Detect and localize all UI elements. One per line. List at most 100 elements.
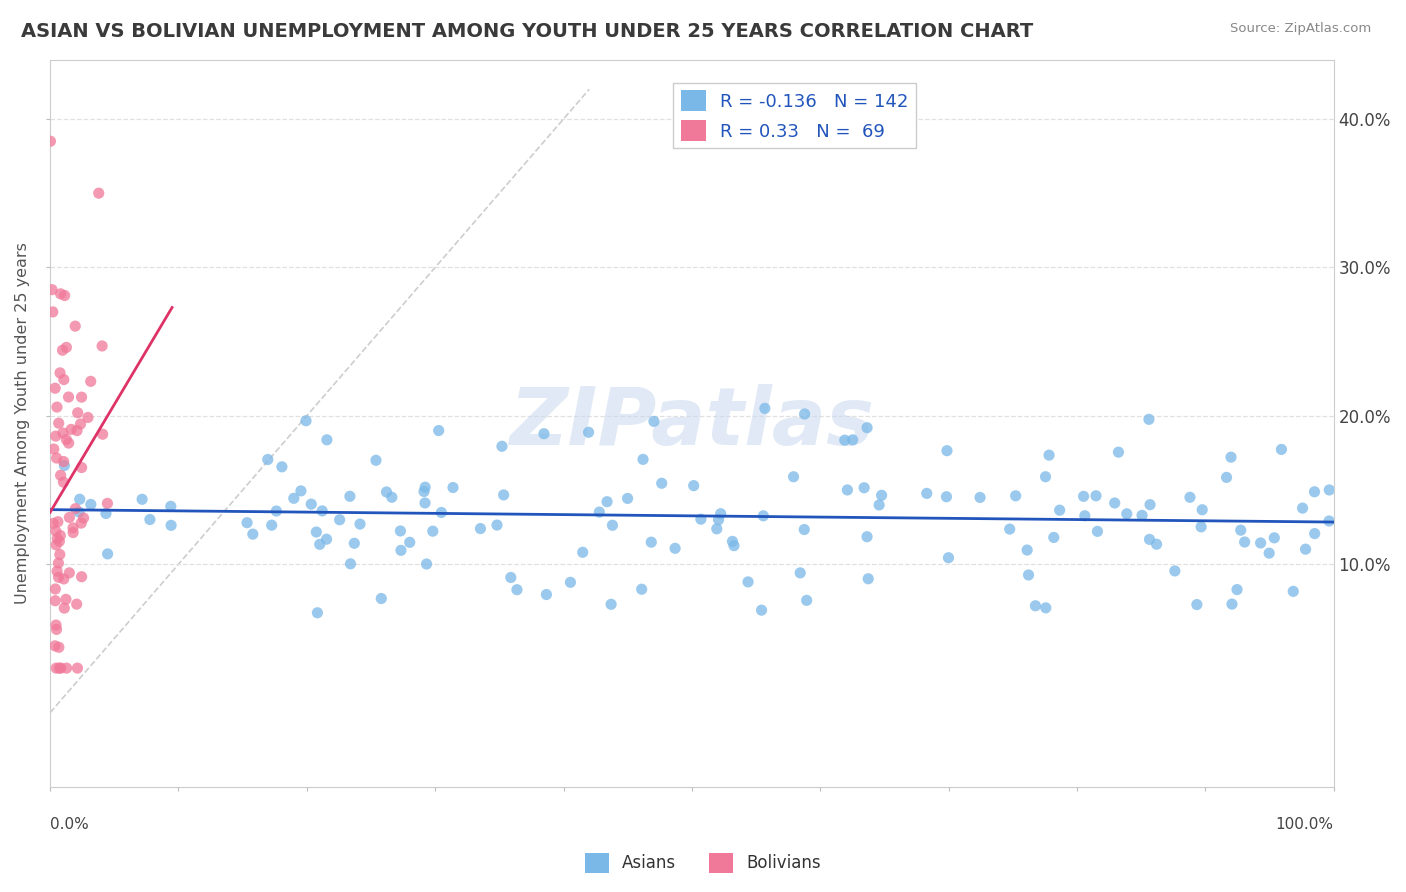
Point xyxy=(1139,533,1161,547)
Point xyxy=(710,507,733,521)
Point xyxy=(46,564,69,578)
Point xyxy=(430,506,453,520)
Point xyxy=(643,414,665,428)
Point xyxy=(858,572,880,586)
Point xyxy=(1137,412,1160,426)
Point xyxy=(370,591,392,606)
Point xyxy=(66,406,89,420)
Point xyxy=(44,593,66,607)
Point xyxy=(1191,502,1213,516)
Point xyxy=(283,491,305,506)
Point xyxy=(1074,508,1097,523)
Text: 100.0%: 100.0% xyxy=(1275,817,1334,832)
Point xyxy=(1017,543,1039,558)
Point xyxy=(707,513,730,527)
Point xyxy=(80,375,103,389)
Point xyxy=(55,340,77,354)
Point xyxy=(1185,598,1208,612)
Point xyxy=(60,422,83,436)
Point xyxy=(1018,568,1040,582)
Point xyxy=(837,483,859,497)
Point xyxy=(96,496,118,510)
Point xyxy=(270,459,292,474)
Point xyxy=(422,524,444,538)
Point xyxy=(53,458,76,473)
Point xyxy=(339,489,361,503)
Point xyxy=(631,452,654,467)
Point xyxy=(1220,597,1243,611)
Point xyxy=(46,515,69,529)
Point xyxy=(45,618,67,632)
Point xyxy=(499,570,522,584)
Point xyxy=(381,490,404,504)
Point xyxy=(415,557,437,571)
Point xyxy=(375,485,398,500)
Point xyxy=(290,483,312,498)
Text: Source: ZipAtlas.com: Source: ZipAtlas.com xyxy=(1230,22,1371,36)
Point xyxy=(63,319,86,334)
Point xyxy=(49,661,72,675)
Point xyxy=(935,490,957,504)
Point xyxy=(1164,564,1187,578)
Point xyxy=(55,592,77,607)
Point xyxy=(793,407,815,421)
Point xyxy=(752,508,775,523)
Point xyxy=(48,416,70,430)
Point xyxy=(42,442,65,456)
Point xyxy=(55,661,77,675)
Point xyxy=(706,522,728,536)
Point xyxy=(1303,526,1326,541)
Point xyxy=(602,518,624,533)
Point xyxy=(1139,498,1161,512)
Point xyxy=(295,414,318,428)
Point xyxy=(630,582,652,597)
Point xyxy=(72,511,94,525)
Point xyxy=(91,427,114,442)
Point xyxy=(796,593,818,607)
Point xyxy=(1115,507,1137,521)
Point xyxy=(485,518,508,533)
Point xyxy=(46,400,69,414)
Point xyxy=(42,516,65,531)
Point xyxy=(536,588,558,602)
Point xyxy=(62,521,84,535)
Point xyxy=(311,504,333,518)
Point xyxy=(1263,531,1285,545)
Y-axis label: Unemployment Among Youth under 25 years: Unemployment Among Youth under 25 years xyxy=(15,243,30,604)
Point xyxy=(315,433,337,447)
Point xyxy=(533,426,555,441)
Point xyxy=(49,528,72,542)
Point xyxy=(938,550,960,565)
Point xyxy=(1107,445,1129,459)
Point xyxy=(441,481,464,495)
Point xyxy=(1250,536,1272,550)
Point xyxy=(690,512,713,526)
Point xyxy=(1282,584,1305,599)
Point xyxy=(651,476,673,491)
Point xyxy=(492,488,515,502)
Point xyxy=(42,305,65,319)
Point xyxy=(1295,542,1317,557)
Point xyxy=(49,548,72,562)
Point xyxy=(329,513,352,527)
Point xyxy=(69,492,91,507)
Point xyxy=(1049,503,1071,517)
Text: 0.0%: 0.0% xyxy=(51,817,89,832)
Point xyxy=(91,339,114,353)
Point xyxy=(506,582,529,597)
Point xyxy=(413,484,436,499)
Point xyxy=(364,453,387,467)
Point xyxy=(1233,535,1256,549)
Point xyxy=(94,507,117,521)
Point xyxy=(48,556,70,570)
Point xyxy=(58,566,80,580)
Point xyxy=(70,390,93,404)
Point xyxy=(1291,501,1313,516)
Point xyxy=(1004,489,1026,503)
Point xyxy=(640,535,662,549)
Point xyxy=(48,534,70,549)
Point xyxy=(53,288,76,302)
Point xyxy=(616,491,638,506)
Point xyxy=(236,516,259,530)
Point xyxy=(53,601,76,615)
